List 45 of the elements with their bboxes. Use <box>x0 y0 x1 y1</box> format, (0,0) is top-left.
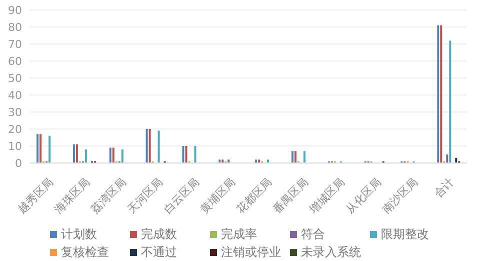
legend-label: 计划数 <box>60 226 98 243</box>
y-tick-label: 30 <box>8 106 22 119</box>
y-tick-label: 70 <box>8 38 22 51</box>
bar <box>84 149 87 163</box>
legend-label: 限期整改 <box>380 226 430 243</box>
x-tick-label: 花都区局 <box>234 176 274 216</box>
legend-label: 未录入系统 <box>300 244 362 261</box>
bar <box>121 149 124 163</box>
bar <box>303 151 306 163</box>
bar <box>182 146 184 163</box>
bar <box>185 146 188 163</box>
bar <box>449 40 452 163</box>
y-tick-label: 0 <box>15 156 22 170</box>
bar <box>112 148 114 163</box>
legend-label: 复核检查 <box>60 244 110 261</box>
legend-label: 注销或停业 <box>220 244 282 261</box>
legend-label: 不通过 <box>140 244 178 261</box>
bar <box>158 130 160 163</box>
x-tick-label: 合计 <box>432 176 457 200</box>
bar <box>36 134 39 163</box>
bar <box>72 144 75 163</box>
bar <box>291 151 294 163</box>
bar <box>148 129 151 163</box>
bar <box>437 25 440 163</box>
bar <box>194 146 196 163</box>
y-tick-label: 80 <box>8 20 22 34</box>
y-tick-label: 10 <box>8 140 22 153</box>
legend-label: 符合 <box>300 226 326 243</box>
bar <box>48 136 51 163</box>
y-tick-label: 50 <box>8 72 22 85</box>
bar <box>440 25 442 163</box>
bar <box>446 154 448 163</box>
bar <box>294 151 296 163</box>
bar <box>146 129 148 163</box>
bar <box>40 134 42 163</box>
bar <box>109 148 112 163</box>
legend-label: 完成数 <box>140 226 178 243</box>
legend-label: 完成率 <box>220 226 258 243</box>
y-tick-label: 40 <box>8 88 22 102</box>
y-tick-label: 20 <box>8 122 22 136</box>
x-tick-label: 荔湾区局 <box>88 176 129 216</box>
x-tick-label: 越秀区局 <box>16 176 56 216</box>
y-tick-label: 60 <box>8 54 22 68</box>
bar <box>76 144 78 163</box>
y-tick-label: 90 <box>8 4 22 17</box>
